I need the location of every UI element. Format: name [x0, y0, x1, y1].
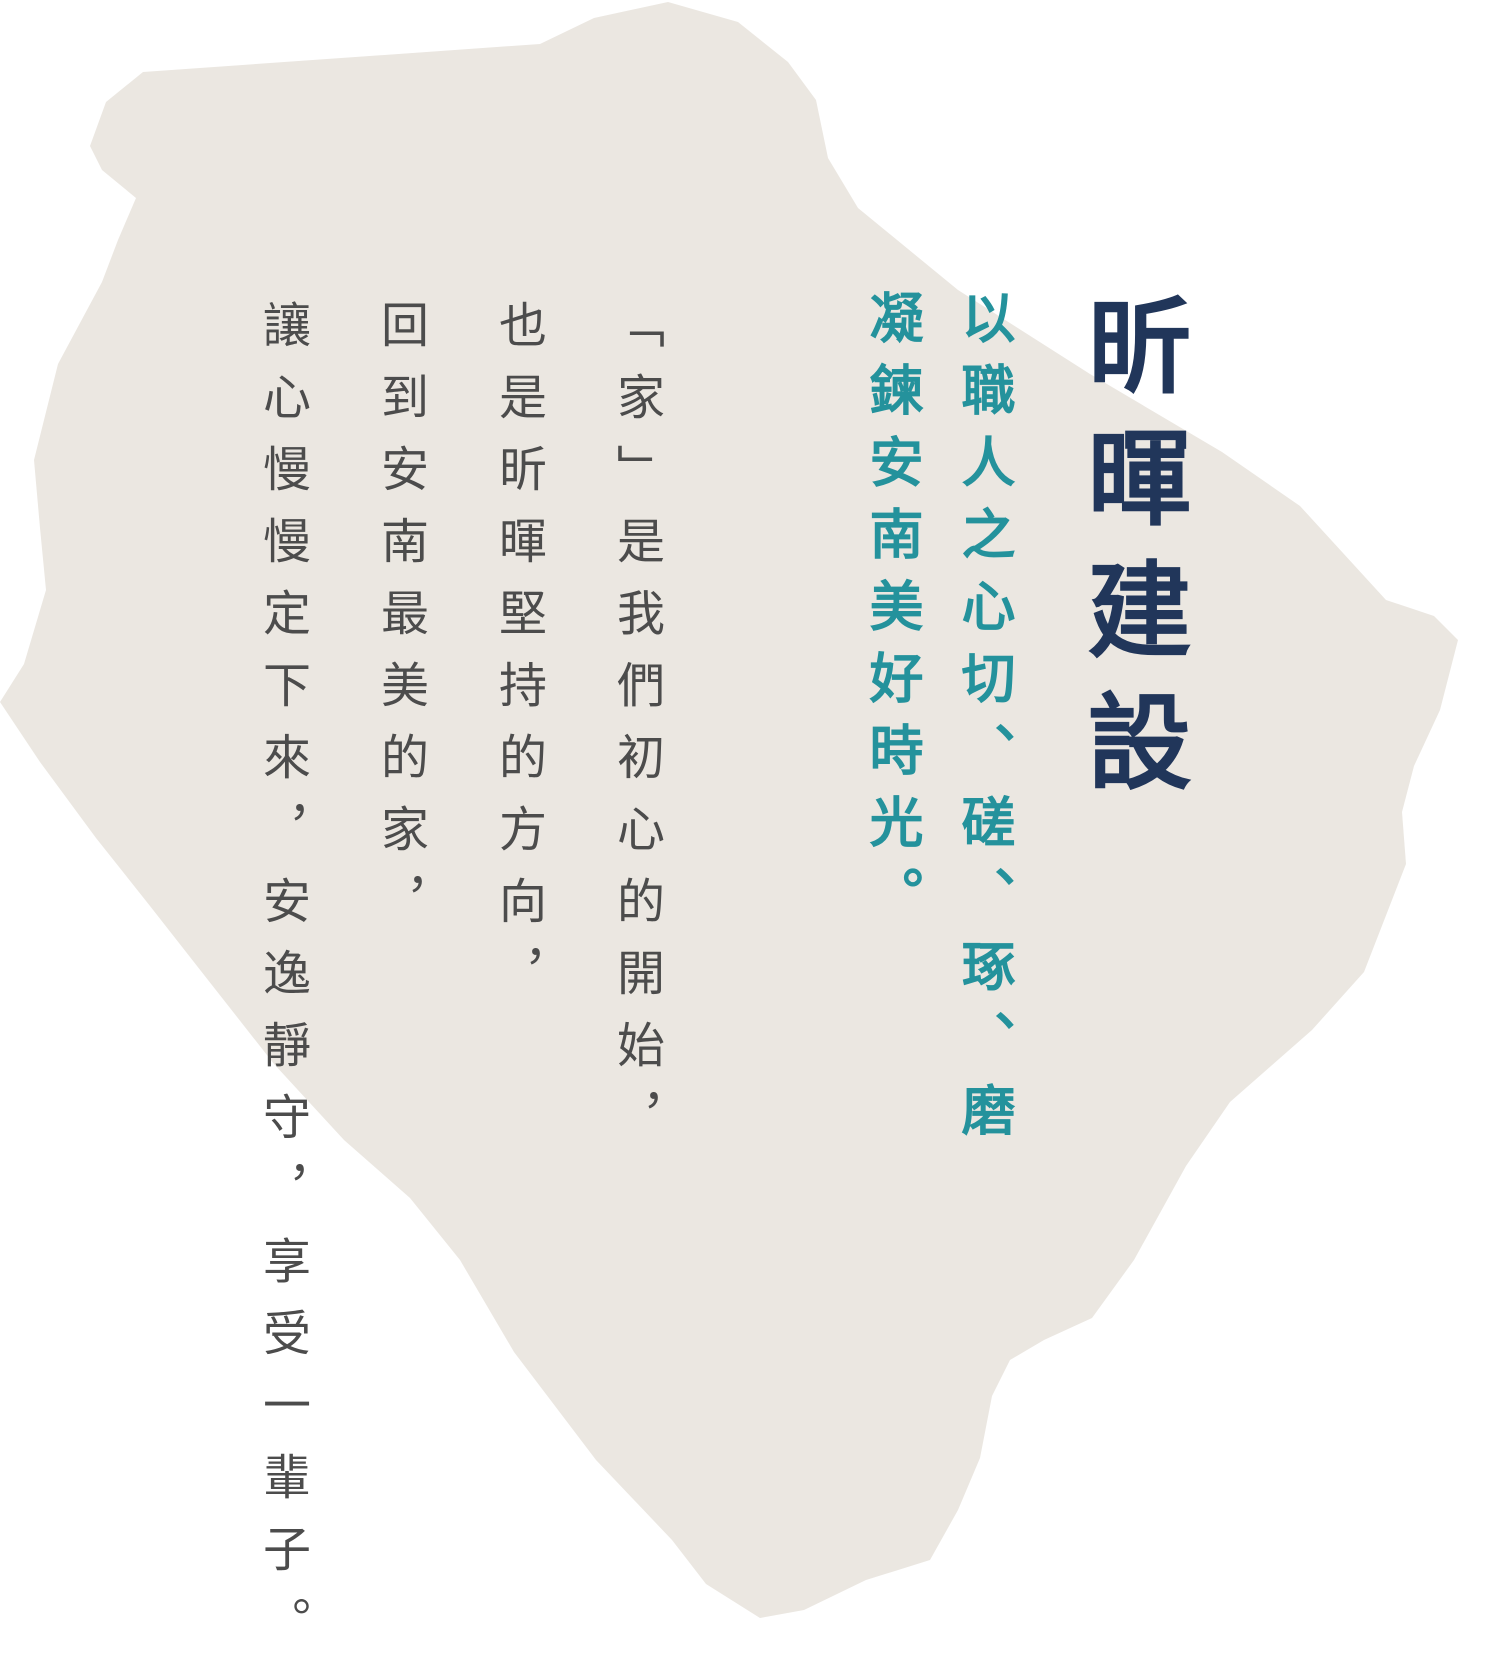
brand-title: 昕暉建設: [1069, 292, 1191, 820]
body-line-3: 回到安南最美的家，: [372, 300, 428, 948]
body-line-1: 「家」是我們初心的開始，: [608, 300, 664, 1164]
body-line-2: 也是昕暉堅持的方向，: [490, 300, 546, 1020]
tagline-line-2: 凝鍊安南美好時光。: [860, 290, 923, 938]
tagline-line-1: 以職人之心切、磋、琢、磨: [952, 290, 1015, 1154]
body-line-4: 讓心慢慢定下來，安逸靜守，享受一輩子。: [254, 300, 310, 1668]
map-background-shape: [0, 2, 1458, 1618]
district-map-silhouette: [0, 2, 1458, 1618]
